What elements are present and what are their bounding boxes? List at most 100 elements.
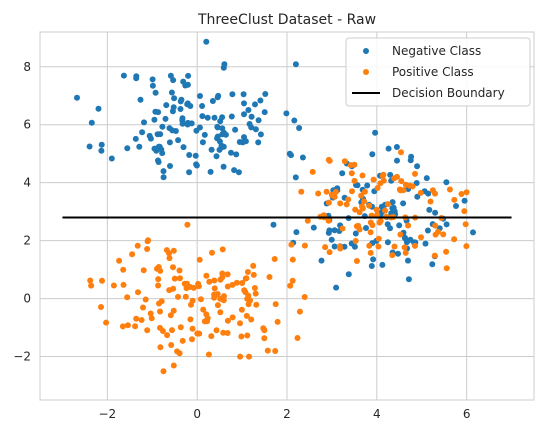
- negative-point: [413, 180, 420, 186]
- negative-point: [453, 203, 459, 209]
- positive-point: [366, 202, 373, 209]
- positive-point: [355, 222, 362, 229]
- positive-point: [166, 287, 173, 294]
- negative-point: [233, 151, 240, 158]
- negative-point: [352, 230, 359, 237]
- positive-point: [253, 301, 260, 308]
- positive-point: [339, 225, 346, 232]
- negative-point: [172, 128, 179, 134]
- positive-point: [229, 281, 236, 288]
- positive-point: [170, 362, 177, 369]
- positive-point: [432, 222, 439, 229]
- negative-point: [423, 175, 430, 182]
- negative-point: [443, 221, 450, 228]
- negative-point: [86, 143, 93, 150]
- negative-point: [188, 120, 195, 127]
- negative-point: [310, 224, 317, 231]
- positive-point: [160, 368, 167, 375]
- positive-point: [288, 241, 295, 248]
- positive-point: [238, 333, 245, 340]
- negative-point: [318, 257, 325, 264]
- negative-point: [255, 117, 262, 124]
- positive-point: [138, 317, 145, 323]
- positive-point: [251, 285, 258, 291]
- positive-point: [224, 283, 231, 290]
- positive-point: [237, 320, 243, 327]
- negative-point: [180, 78, 187, 85]
- legend-label: Decision Boundary: [392, 86, 505, 100]
- positive-point: [252, 290, 259, 297]
- negative-point: [288, 152, 294, 159]
- positive-point: [369, 222, 376, 229]
- negative-point: [252, 101, 258, 108]
- positive-point: [345, 196, 352, 203]
- positive-point: [289, 277, 296, 284]
- positive-point: [179, 337, 186, 344]
- positive-point: [116, 257, 123, 264]
- positive-point: [246, 353, 252, 360]
- positive-point: [243, 312, 250, 319]
- positive-point: [380, 171, 387, 178]
- negative-point: [228, 113, 235, 120]
- negative-point: [204, 114, 211, 121]
- negative-point: [207, 168, 214, 175]
- positive-point: [326, 249, 333, 256]
- x-tick-label: −2: [99, 407, 117, 421]
- negative-point: [216, 138, 223, 145]
- negative-point: [157, 131, 164, 138]
- negative-point: [241, 100, 247, 107]
- positive-point: [301, 294, 308, 300]
- negative-point: [124, 145, 131, 152]
- positive-point: [140, 267, 147, 274]
- positive-point: [177, 324, 184, 331]
- y-tick-label: 6: [23, 118, 31, 132]
- negative-point: [155, 157, 161, 164]
- negative-point: [389, 199, 396, 206]
- negative-point: [178, 96, 185, 103]
- negative-point: [414, 163, 421, 170]
- y-tick-label: −2: [13, 350, 31, 364]
- negative-point: [197, 93, 203, 99]
- negative-point: [167, 163, 173, 169]
- positive-point: [148, 315, 155, 322]
- positive-point: [287, 282, 294, 289]
- positive-point: [211, 285, 218, 292]
- positive-point: [129, 251, 136, 258]
- y-tick-label: 2: [23, 234, 31, 248]
- negative-point: [186, 169, 193, 176]
- positive-point: [461, 208, 468, 215]
- positive-point: [155, 276, 162, 283]
- positive-point: [261, 335, 268, 342]
- positive-point: [134, 242, 141, 249]
- positive-point: [170, 307, 177, 314]
- negative-point: [231, 167, 238, 174]
- negative-point: [241, 111, 247, 118]
- negative-point: [199, 103, 206, 109]
- positive-point: [462, 221, 469, 228]
- negative-point: [170, 104, 177, 111]
- negative-point: [160, 174, 167, 181]
- negative-point: [422, 240, 429, 247]
- positive-point: [124, 322, 131, 329]
- positive-point: [451, 196, 458, 203]
- negative-point: [394, 157, 400, 164]
- positive-point: [196, 256, 203, 263]
- negative-point: [470, 229, 476, 236]
- negative-point: [326, 227, 333, 234]
- positive-point: [239, 280, 246, 286]
- positive-point: [217, 309, 224, 316]
- positive-point: [359, 172, 366, 179]
- negative-point: [203, 38, 210, 45]
- negative-point: [201, 131, 208, 138]
- positive-point: [133, 315, 140, 322]
- positive-point: [189, 336, 195, 343]
- grid: [40, 32, 534, 400]
- positive-point: [135, 289, 141, 296]
- positive-point: [211, 291, 218, 298]
- positive-point: [244, 269, 251, 275]
- chart-title: ThreeClust Dataset - Raw: [197, 12, 376, 28]
- positive-point: [170, 264, 176, 271]
- positive-point: [409, 183, 416, 190]
- positive-point: [358, 192, 365, 199]
